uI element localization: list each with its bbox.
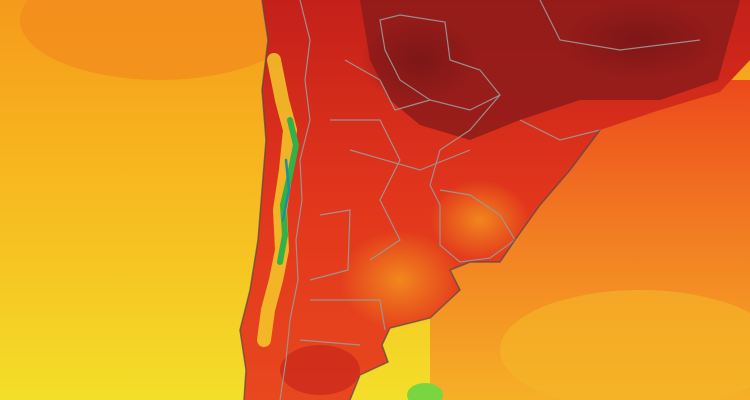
- andes-cool-band: [257, 53, 298, 347]
- andes-cold-strip: [277, 117, 300, 265]
- heat-core: [360, 15, 480, 105]
- heat-patch: [280, 345, 360, 395]
- borders: [279, 0, 701, 400]
- heat-core: [560, 0, 720, 80]
- ocean-warm-zone: [20, 0, 300, 80]
- warm-patch: [430, 180, 530, 260]
- coastline: [239, 0, 601, 400]
- ocean-cool-zone: [500, 290, 750, 400]
- warm-patch: [340, 230, 460, 330]
- andes-coldest-strip: [281, 158, 291, 222]
- cool-spot: [407, 383, 443, 400]
